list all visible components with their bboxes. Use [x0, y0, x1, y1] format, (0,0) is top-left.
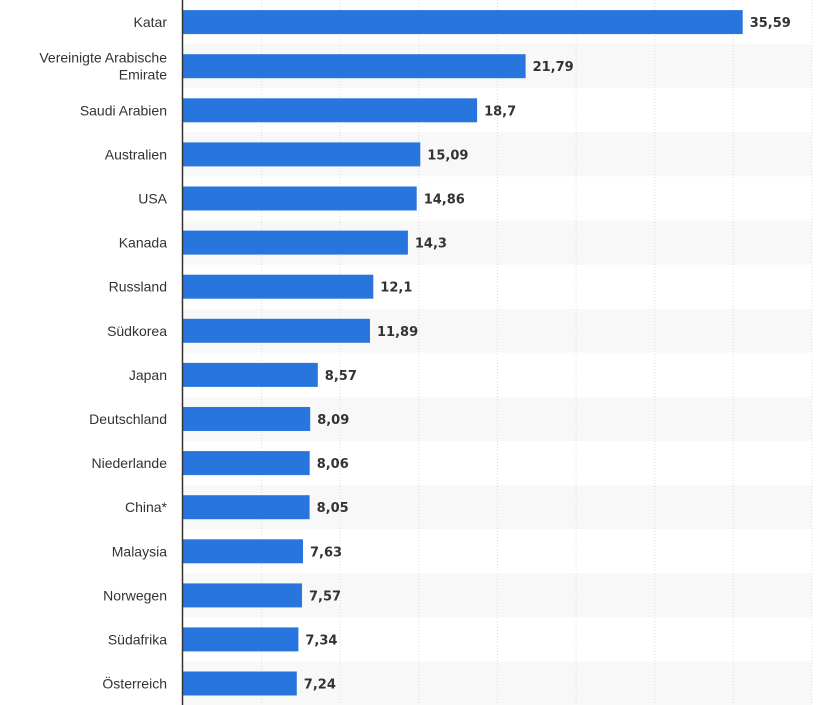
- category-label-line: Russland: [109, 279, 167, 295]
- category-label: Österreich: [102, 675, 167, 692]
- category-label: Norwegen: [103, 587, 167, 603]
- bar: [183, 539, 303, 564]
- bar: [183, 627, 299, 652]
- value-label: 14,3: [415, 237, 447, 252]
- category-label-line: Kanada: [119, 235, 167, 251]
- category-label: Japan: [129, 367, 167, 383]
- category-label: Malaysia: [112, 543, 167, 559]
- value-label: 7,34: [305, 633, 337, 648]
- value-label: 15,09: [427, 148, 468, 163]
- category-label: Vereinigte Arabische Emirate: [39, 50, 167, 83]
- bar: [183, 274, 374, 299]
- bar: [183, 671, 297, 696]
- category-label-line: Saudi Arabien: [80, 102, 167, 118]
- value-label: 7,63: [310, 545, 342, 560]
- bar: [183, 186, 417, 211]
- bars: [183, 10, 743, 696]
- value-label: 11,89: [377, 325, 418, 340]
- category-label: Niederlande: [92, 455, 168, 471]
- category-label: Südafrika: [108, 631, 167, 647]
- category-label-line: USA: [138, 191, 167, 207]
- bar: [183, 10, 743, 35]
- category-label-line: Südafrika: [108, 631, 167, 647]
- value-label: 7,57: [309, 589, 341, 604]
- category-label: Kanada: [119, 235, 167, 251]
- bar: [183, 407, 311, 431]
- bar: [183, 451, 310, 476]
- category-label: USA: [138, 191, 167, 207]
- value-label: 8,57: [325, 369, 357, 384]
- category-label-line: Emirate: [119, 67, 167, 83]
- category-label: Australien: [105, 146, 167, 162]
- category-label: Russland: [109, 279, 167, 295]
- category-label-line: Niederlande: [92, 455, 168, 471]
- category-label-line: Vereinigte Arabische: [39, 50, 167, 66]
- bar: [183, 318, 370, 343]
- value-label: 8,09: [317, 413, 349, 428]
- value-label: 8,06: [317, 457, 349, 472]
- bar: [183, 54, 526, 79]
- category-label-line: Australien: [105, 146, 167, 162]
- bar: [183, 230, 408, 255]
- bar: [183, 495, 310, 520]
- category-label-line: Malaysia: [112, 543, 167, 559]
- value-label: 18,7: [484, 104, 516, 119]
- category-label: Deutschland: [89, 411, 167, 427]
- value-label: 8,05: [317, 501, 349, 516]
- value-label: 7,24: [304, 678, 336, 693]
- bar: [183, 98, 478, 123]
- category-label-line: Österreich: [102, 675, 167, 692]
- bar: [183, 362, 318, 387]
- category-label: China*: [125, 499, 168, 515]
- value-label: 12,1: [380, 281, 412, 296]
- bar: [183, 142, 421, 167]
- category-label-line: China*: [125, 499, 168, 515]
- value-label: 14,86: [424, 193, 465, 208]
- value-label: 35,59: [750, 16, 791, 31]
- category-label-line: Japan: [129, 367, 167, 383]
- category-label-line: Katar: [134, 14, 168, 30]
- category-label: Saudi Arabien: [80, 102, 167, 118]
- category-label: Katar: [134, 14, 168, 30]
- value-label: 21,79: [533, 60, 574, 75]
- category-label: Südkorea: [107, 323, 167, 339]
- category-labels: Katar Vereinigte Arabische Emirate Saudi Ar…: [39, 14, 167, 691]
- category-label-line: Südkorea: [107, 323, 167, 339]
- value-labels: 35,59 21,79 18,7 15,09 14,86 14,3 12,1 11,89 8,5…: [304, 16, 791, 692]
- category-label-line: Deutschland: [89, 411, 167, 427]
- bar: [183, 583, 302, 608]
- category-label-line: Norwegen: [103, 587, 167, 603]
